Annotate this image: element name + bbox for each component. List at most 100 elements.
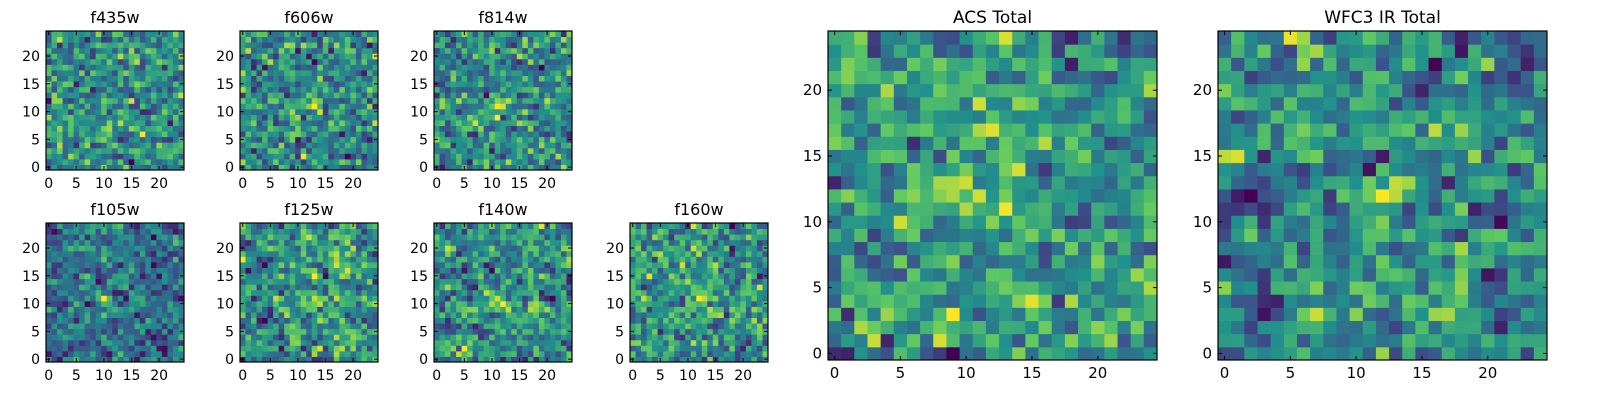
heatmap-cell: [251, 311, 258, 319]
heatmap-cell: [328, 31, 335, 38]
heatmap-cell: [751, 239, 758, 246]
heatmap-cell: [167, 345, 174, 352]
heatmap-cell: [366, 147, 373, 154]
heatmap-cell: [267, 311, 274, 319]
heatmap-cell: [494, 317, 501, 324]
heatmap-cell: [284, 256, 291, 263]
heatmap-cell: [289, 350, 296, 357]
heatmap-cell: [544, 245, 551, 252]
heatmap-cell: [549, 300, 556, 307]
heatmap-cell: [101, 334, 108, 341]
heatmap-cell: [511, 339, 518, 346]
heatmap-cell: [284, 142, 291, 149]
heatmap-cell: [139, 273, 146, 280]
heatmap-cell: [690, 284, 697, 291]
heatmap-cell: [483, 323, 490, 330]
heatmap-cell: [117, 250, 124, 257]
heatmap-cell: [284, 58, 291, 65]
heatmap-cell: [450, 311, 457, 319]
heatmap-cell: [467, 125, 474, 132]
heatmap-cell: [434, 58, 441, 65]
heatmap-cell: [657, 317, 664, 324]
heatmap-cell: [51, 64, 58, 71]
heatmap-cell: [1038, 333, 1053, 348]
heatmap-cell: [344, 311, 351, 319]
heatmap-cell: [128, 69, 135, 76]
heatmap-cell: [289, 267, 296, 274]
heatmap-cell: [538, 114, 545, 121]
heatmap-cell: [245, 53, 252, 60]
heatmap-cell: [707, 284, 714, 291]
heatmap-cell: [57, 300, 64, 307]
heatmap-cell: [652, 295, 659, 302]
heatmap-cell: [333, 142, 340, 149]
heatmap-cell: [372, 223, 379, 230]
heatmap-cell: [445, 317, 452, 324]
heatmap-cell: [106, 328, 113, 335]
heatmap-cell: [355, 256, 362, 263]
heatmap-cell: [273, 53, 280, 60]
heatmap-cell: [68, 356, 75, 363]
heatmap-cell: [128, 311, 135, 319]
heatmap-cell: [745, 350, 752, 357]
heatmap-cell: [467, 31, 474, 38]
heatmap-cell: [723, 289, 730, 296]
heatmap-cell: [505, 295, 512, 302]
heatmap-cell: [1064, 188, 1079, 203]
heatmap-cell: [756, 284, 763, 291]
heatmap-cell: [172, 153, 179, 160]
heatmap-cell: [533, 108, 540, 115]
heatmap-cell: [62, 328, 69, 335]
heatmap-cell: [762, 295, 769, 302]
heatmap-cell: [240, 131, 247, 138]
heatmap-cell: [500, 119, 507, 127]
heatmap-cell: [494, 58, 501, 65]
heatmap-cell: [1143, 228, 1158, 243]
heatmap-cell: [46, 125, 53, 132]
heatmap-cell: [712, 295, 719, 302]
heatmap-cell: [1064, 294, 1079, 308]
heatmap-cell: [566, 311, 573, 319]
heatmap-cell: [295, 153, 302, 160]
heatmap-cell: [145, 103, 152, 110]
heatmap-cell: [685, 323, 692, 330]
heatmap-cell: [145, 136, 152, 143]
heatmap-cell: [472, 323, 479, 330]
heatmap-cell: [106, 125, 113, 132]
heatmap-cell: [538, 69, 545, 76]
heatmap-cell: [112, 119, 119, 127]
heatmap-cell: [372, 31, 379, 38]
heatmap-cell: [51, 119, 58, 127]
heatmap-cell: [139, 153, 146, 160]
heatmap-cell: [79, 64, 86, 71]
heatmap-cell: [339, 136, 346, 143]
heatmap-cell: [267, 261, 274, 268]
heatmap-cell: [289, 278, 296, 285]
heatmap-cell: [79, 345, 86, 352]
heatmap-cell: [306, 108, 313, 115]
heatmap-cell: [707, 328, 714, 335]
heatmap-cell: [1104, 267, 1119, 282]
heatmap-cell: [101, 328, 108, 335]
heatmap-cell: [549, 31, 556, 38]
heatmap-cell: [1078, 241, 1092, 256]
heatmap-cell: [300, 58, 307, 65]
heatmap-cell: [635, 295, 642, 302]
heatmap-cell: [505, 31, 512, 38]
heatmap-cell: [167, 114, 174, 121]
heatmap-cell: [527, 31, 534, 38]
heatmap-cell: [251, 147, 258, 154]
heatmap-cell: [361, 47, 368, 54]
heatmap-cell: [478, 256, 485, 263]
heatmap-cell: [134, 147, 141, 154]
heatmap-cell: [1104, 228, 1119, 243]
heatmap-cell: [707, 323, 714, 330]
heatmap-cell: [679, 234, 686, 241]
heatmap-cell: [273, 306, 280, 313]
heatmap-cell: [566, 125, 573, 132]
heatmap-cell: [145, 311, 152, 319]
heatmap-cell: [533, 339, 540, 346]
heatmap-cell: [46, 228, 53, 235]
heatmap-cell: [123, 153, 130, 160]
heatmap-cell: [450, 328, 457, 335]
